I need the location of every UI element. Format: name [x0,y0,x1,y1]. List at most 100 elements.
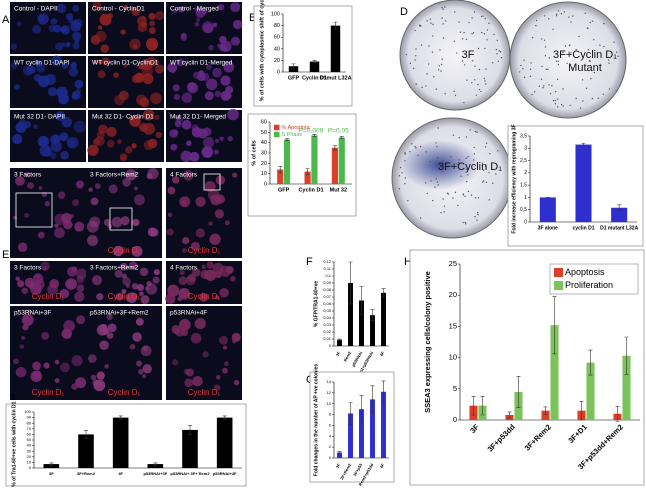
colony [407,200,409,202]
cell-nucleus [212,262,224,274]
colony [454,191,457,194]
colony [483,33,486,35]
colony [544,55,547,57]
colony [439,49,441,51]
colony [485,142,488,145]
y-tick-label: 1 [524,195,527,201]
cell-nucleus [181,92,193,103]
colony [427,63,430,65]
bar [43,464,60,468]
image-label: Control - DAPII [14,6,58,13]
cell-nucleus [33,124,38,130]
cell-nucleus [72,31,82,41]
cell-nucleus [195,7,202,13]
colony [444,93,446,95]
annotation: P=0.009 [299,128,324,135]
error-bar [543,406,548,415]
error-bar [337,451,342,454]
cell-nucleus [210,194,222,206]
bar [381,292,386,346]
bar [338,137,345,184]
bar [539,197,556,222]
cell-nucleus [122,276,131,286]
cell-nucleus [59,132,69,142]
cell-nucleus [131,245,143,257]
cell-nucleus [120,262,128,271]
cell-nucleus [90,374,97,381]
error-bar [617,204,622,211]
bar [611,207,628,222]
y-tick-label: 10 [327,401,332,406]
colony [419,217,422,219]
y-tick-label: 10 [27,459,32,464]
colony [466,181,468,183]
colony [557,106,559,108]
cell-nucleus [199,292,209,302]
cell-nucleus [136,283,145,292]
colony [556,98,559,100]
colony [428,45,430,47]
colony [475,94,477,96]
cell-nucleus [92,1,102,11]
cell-nucleus [195,228,205,238]
y-tick-label: 0,06 [323,301,332,306]
cell-nucleus [117,139,122,144]
cell-nucleus [230,2,241,13]
colony [498,50,500,52]
cell-nucleus [96,324,108,336]
colony [556,78,559,81]
cell-nucleus [180,150,192,162]
cell-nucleus [70,61,77,69]
error-bar [285,138,290,141]
image-sublabel: Cyclin D₁ [108,292,141,301]
colony [415,48,417,50]
cell-nucleus [179,270,185,276]
colony [478,88,481,91]
plate [399,0,511,111]
cell-nucleus [54,223,59,228]
image-sublabel: Cyclin D₁ [108,246,141,255]
cell-nucleus [145,283,158,295]
cell-nucleus [201,264,206,270]
cell-nucleus [75,180,85,189]
cell-nucleus [72,42,80,50]
colony [421,86,423,89]
cell-nucleus [87,354,97,363]
y-tick-label: 0,03 [323,322,332,327]
colony [442,8,444,10]
colony [483,77,486,80]
error-bar [370,309,375,322]
cell-nucleus [121,288,127,294]
colony [467,174,469,176]
cell-nucleus [50,140,62,152]
cell-nucleus [148,27,156,34]
image-label: p53RNAi+3F [14,310,51,317]
cell-nucleus [146,173,153,180]
cell-nucleus [183,368,190,375]
cell-nucleus [139,97,150,108]
y-tick-label: 0,12 [323,259,332,264]
colony [485,68,487,70]
cell-nucleus [226,92,232,99]
cell-nucleus [209,233,221,245]
cell-nucleus [194,22,200,27]
colony [552,28,554,30]
colony [554,103,557,105]
colony [523,76,526,79]
cell-nucleus [93,59,99,65]
cell-nucleus [219,136,224,141]
image-label: 3 Factors [14,265,42,272]
cell-nucleus [113,245,124,257]
y-tick-label: 30 [27,448,32,453]
colony [555,15,558,17]
colony [398,174,401,177]
y-tick-label: 0,01 [323,336,332,341]
x-tick-label: 3F alone [538,225,559,231]
colony [399,166,402,169]
cell-nucleus [203,136,215,149]
colony [499,51,502,53]
x-tick-label: 4F [118,471,123,476]
cell-nucleus [204,180,216,193]
colony [541,65,543,68]
image-label: WT cyclin D1-DAPI [14,60,70,67]
